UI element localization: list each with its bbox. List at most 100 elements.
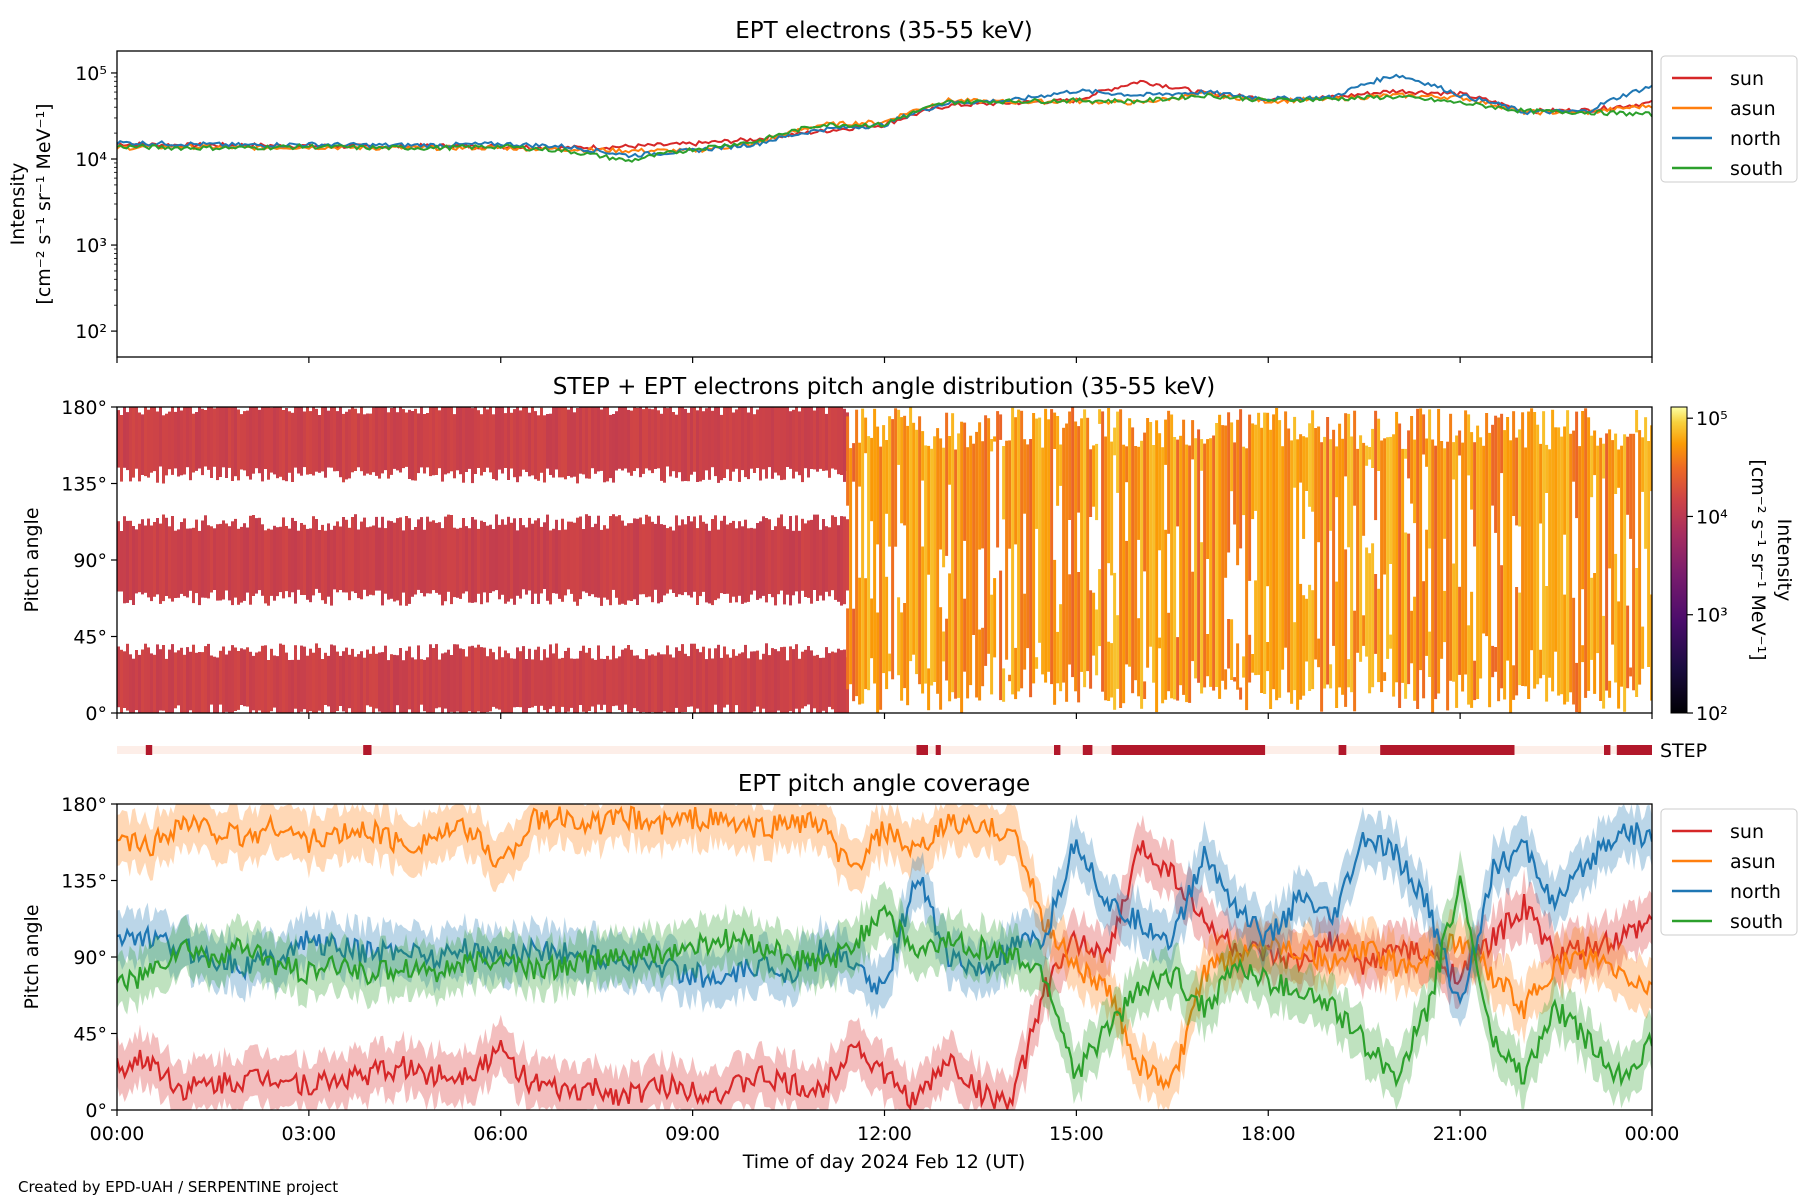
pad-cell: [729, 657, 732, 713]
pad-cell: [1125, 540, 1129, 665]
pad-cell: [618, 656, 621, 710]
pad-cell: [552, 653, 555, 707]
pad-cell: [540, 660, 543, 706]
pad-cell: [207, 407, 210, 470]
pad-cell: [1590, 435, 1594, 498]
pad-cell: [345, 519, 348, 593]
pad-cell: [474, 519, 477, 603]
legend-label-south: south: [1730, 158, 1783, 180]
pad-cell: [351, 648, 354, 713]
pad-cell: [1266, 412, 1270, 587]
pad-cell: [1260, 427, 1264, 693]
pad-cell: [654, 407, 657, 469]
pad-cell: [1608, 429, 1612, 569]
pad-y-ticks: 0° 45° 90° 135° 180°: [61, 397, 117, 725]
pad-cell: [1557, 427, 1561, 696]
pad-cell: [1548, 449, 1552, 678]
pad-cell: [1341, 438, 1345, 695]
pad-cell: [483, 407, 486, 472]
pad-cell: [1410, 610, 1414, 664]
pad-cell: [204, 515, 207, 598]
pad-cell: [498, 407, 501, 470]
pad-cell: [408, 409, 411, 479]
pad-cell: [411, 411, 414, 481]
pad-cell: [165, 413, 168, 476]
pad-cell: [714, 407, 717, 477]
pad-cell: [1233, 442, 1237, 525]
intensity-x-ticks: [116, 357, 1653, 363]
pad-cell: [135, 407, 138, 469]
pad-cell: [1539, 649, 1543, 679]
pad-cell: [360, 407, 363, 472]
pad-cell: [282, 410, 285, 481]
y-tick-label: 0°: [85, 703, 107, 725]
pad-cell: [1140, 440, 1144, 709]
pad-cell: [270, 648, 273, 712]
pad-cell: [468, 407, 471, 469]
pad-cell: [195, 519, 198, 594]
pad-cell: [597, 407, 600, 472]
pad-cell: [429, 521, 432, 594]
pad-cell: [624, 407, 627, 469]
pad-cell: [1113, 427, 1117, 456]
pad-cell: [549, 530, 552, 605]
pad-cell: [738, 407, 741, 482]
pad-cell: [1512, 411, 1516, 516]
pad-cell: [498, 524, 501, 600]
pad-cell: [777, 517, 780, 595]
intensity-line-south: [117, 92, 1652, 163]
pad-cell: [1011, 407, 1015, 695]
pad-cell: [615, 411, 618, 471]
pad-cell: [681, 519, 684, 596]
pad-cell: [894, 408, 898, 547]
pad-cell: [819, 407, 822, 469]
pad-cell: [1416, 408, 1420, 709]
pad-cell: [1497, 417, 1501, 702]
pad-cell: [489, 524, 492, 593]
pad-cell: [327, 523, 330, 597]
pad-cell: [792, 649, 795, 713]
pad-cell: [1509, 440, 1513, 713]
pad-cell: [540, 407, 543, 473]
pad-cell: [126, 412, 129, 471]
pad-cell: [825, 647, 828, 713]
pad-cell: [390, 521, 393, 599]
pad-cell: [372, 407, 375, 473]
pad-cell: [1173, 437, 1177, 700]
pad-cell: [1188, 445, 1192, 703]
pad-cell: [795, 515, 798, 592]
pad-cell: [339, 526, 342, 590]
pad-cell: [1488, 432, 1492, 708]
pad-cell: [153, 654, 156, 713]
pad-cell: [780, 647, 783, 713]
pad-cell: [300, 407, 303, 476]
pad-cell: [321, 524, 324, 601]
pad-cell: [1251, 423, 1255, 520]
pad-cell: [324, 530, 327, 604]
pad-cell: [816, 407, 819, 472]
pad-cell: [306, 407, 309, 475]
pad-cell: [261, 645, 264, 713]
pad-cell: [789, 646, 792, 712]
pad-cell: [702, 411, 705, 480]
pad-cell: [348, 409, 351, 479]
pad-cell: [318, 647, 321, 711]
pad-cell: [237, 651, 240, 710]
pad-cell: [147, 647, 150, 713]
pad-cell: [1116, 615, 1120, 689]
pad-cell: [1617, 601, 1621, 709]
pad-cell: [507, 516, 510, 602]
pad-cell: [558, 407, 561, 478]
pad-cell: [600, 658, 603, 711]
pad-cell: [798, 411, 801, 476]
pad-cell: [570, 658, 573, 708]
pad-cell: [1044, 408, 1048, 683]
pad-cell: [1353, 610, 1357, 712]
pad-cell: [882, 425, 886, 674]
pad-cell: [414, 527, 417, 595]
pad-cell: [1293, 416, 1297, 488]
pad-cell: [738, 521, 741, 596]
pad-cell: [1518, 592, 1522, 686]
pad-cell: [1248, 414, 1252, 581]
pad-cell: [624, 648, 627, 705]
